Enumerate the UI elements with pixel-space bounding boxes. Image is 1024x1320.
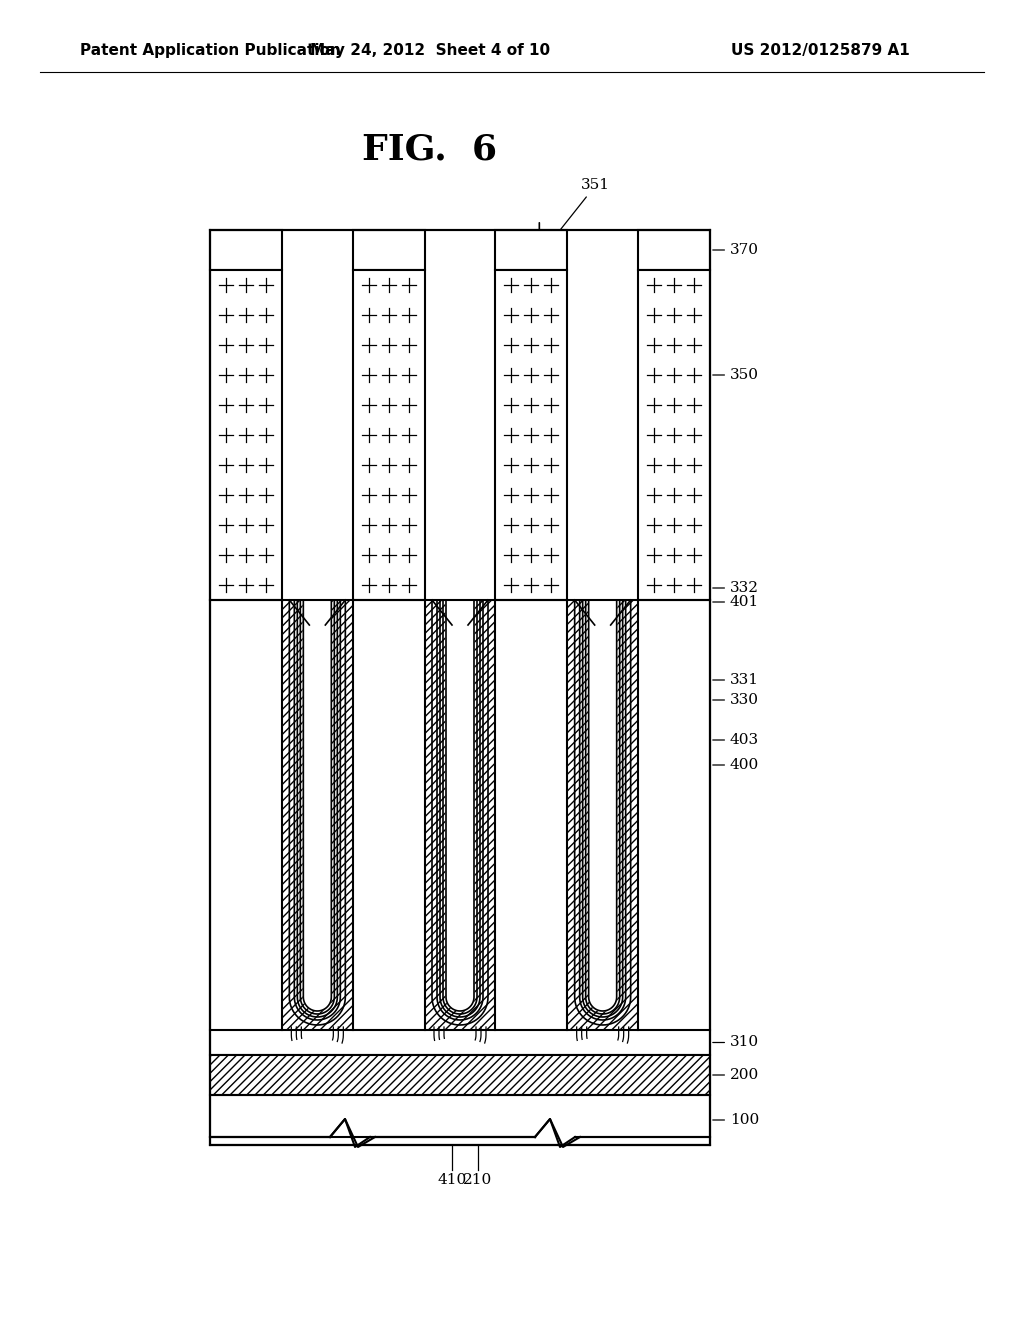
Bar — [210, 1055, 710, 1096]
Text: Patent Application Publication: Patent Application Publication — [80, 42, 341, 58]
Text: 100: 100 — [713, 1113, 759, 1127]
Text: 401: 401 — [713, 595, 759, 609]
Bar — [210, 1096, 710, 1144]
Text: May 24, 2012  Sheet 4 of 10: May 24, 2012 Sheet 4 of 10 — [310, 42, 550, 58]
Bar — [210, 601, 710, 1030]
Text: 210: 210 — [464, 1173, 493, 1187]
Bar — [638, 601, 710, 1030]
Text: 400: 400 — [713, 758, 759, 772]
Text: 330: 330 — [713, 693, 759, 708]
Text: 310: 310 — [713, 1035, 759, 1049]
Bar — [638, 271, 710, 601]
Bar — [210, 601, 710, 1030]
Bar — [210, 230, 710, 1144]
Text: 350: 350 — [713, 368, 759, 381]
Bar — [496, 230, 567, 271]
Text: US 2012/0125879 A1: US 2012/0125879 A1 — [731, 42, 909, 58]
Text: 332: 332 — [713, 581, 759, 595]
Bar — [210, 1030, 710, 1055]
Bar — [210, 230, 710, 1144]
Text: 200: 200 — [713, 1068, 759, 1082]
Text: FIG.  6: FIG. 6 — [362, 133, 498, 168]
Text: 410: 410 — [437, 1173, 467, 1187]
Bar — [496, 271, 567, 601]
Bar — [210, 271, 282, 601]
Polygon shape — [303, 601, 332, 1011]
Text: 403: 403 — [713, 733, 759, 747]
Bar — [638, 230, 710, 271]
Bar — [352, 230, 425, 271]
Bar — [496, 601, 567, 1030]
Text: 331: 331 — [713, 673, 759, 686]
Bar — [210, 1055, 710, 1096]
Bar — [352, 601, 425, 1030]
Text: 351: 351 — [539, 178, 610, 256]
Bar — [210, 230, 282, 271]
Bar — [210, 601, 282, 1030]
Polygon shape — [589, 601, 616, 1011]
Text: 370: 370 — [713, 243, 759, 257]
Polygon shape — [446, 601, 474, 1011]
Bar — [352, 271, 425, 601]
